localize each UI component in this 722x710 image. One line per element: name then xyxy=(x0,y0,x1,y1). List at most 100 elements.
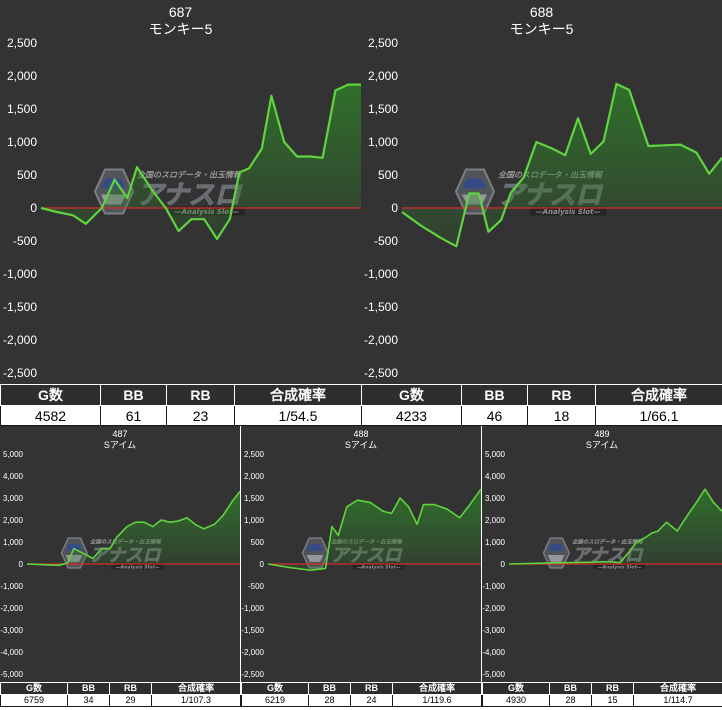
series-area xyxy=(509,489,722,564)
rb-header: RB xyxy=(350,682,393,695)
y-tick-label: -3,000 xyxy=(482,626,505,635)
y-tick-label: -2,000 xyxy=(364,333,398,347)
stats-table-687: G数 BB RB 合成確率 4582 61 23 1/54.5 xyxy=(0,384,362,426)
bb-header: BB xyxy=(549,682,592,695)
watermark-subtitle: —Analysis Slot— xyxy=(357,564,401,570)
bb-value: 28 xyxy=(549,694,592,707)
y-tick-label: 0 xyxy=(19,560,24,569)
watermark-subtitle: —Analysis Slot— xyxy=(598,564,642,570)
y-tick-label: -1,000 xyxy=(241,604,264,613)
y-tick-label: -2,000 xyxy=(482,604,505,613)
y-tick-label: -500 xyxy=(13,234,37,248)
stats-table-489: G数 BB RB 合成確率 4930 28 15 1/114.7 xyxy=(482,682,722,707)
bb-value: 28 xyxy=(308,694,351,707)
stats-table-487: G数 BB RB 合成確率 6759 34 29 1/107.3 xyxy=(0,682,241,707)
watermark-subtitle: —Analysis Slot— xyxy=(536,208,601,216)
y-tick-label: -1,000 xyxy=(0,582,23,591)
stats-header-row: G数 BB RB 合成確率 xyxy=(241,682,482,695)
series-line xyxy=(401,82,722,248)
y-tick-label: -2,000 xyxy=(241,648,264,657)
rb-header: RB xyxy=(527,384,596,406)
y-tick-label: -1,000 xyxy=(364,267,398,281)
bb-header: BB xyxy=(461,384,528,406)
y-tick-label: -1,500 xyxy=(364,300,398,314)
watermark-sub-band xyxy=(593,563,646,570)
chart-machine-name: モンキー5 xyxy=(149,21,213,37)
y-tick-label: 3,000 xyxy=(3,494,24,503)
y-tick-label: -5,000 xyxy=(0,670,23,679)
rb-header: RB xyxy=(109,682,152,695)
bb-header: BB xyxy=(308,682,351,695)
stats-header-row: G数 BB RB 合成確率 xyxy=(482,682,722,695)
y-tick-label: 2,500 xyxy=(368,36,398,50)
series-line xyxy=(508,488,722,565)
y-tick-label: 0 xyxy=(30,201,37,215)
watermark-emblem-blue xyxy=(65,544,83,551)
y-tick-label: 2,000 xyxy=(7,69,37,83)
watermark-tagline: 全国のスロデータ・出玉情報 xyxy=(137,170,243,180)
y-tick-label: -2,500 xyxy=(364,366,398,380)
stats-header-row: G数 BB RB 合成確率 xyxy=(0,682,241,695)
rb-value: 23 xyxy=(166,405,235,426)
chart-machine-name: Sアイム xyxy=(345,440,377,450)
chart-machine-name: Sアイム xyxy=(586,440,618,450)
y-tick-label: 1,000 xyxy=(485,538,506,547)
bb-value: 34 xyxy=(67,694,110,707)
chart-panel-487: 487 Sアイム 5,000 4,000 3,000 2,000 1,000 0 -1,000 -… xyxy=(0,426,241,710)
stats-value-row: 4582 61 23 1/54.5 xyxy=(0,405,362,426)
y-tick-label: 0 xyxy=(391,201,398,215)
rb-header: RB xyxy=(166,384,235,406)
y-tick-label: -500 xyxy=(248,582,265,591)
rb-value: 29 xyxy=(109,694,152,707)
stats-value-row: 4930 28 15 1/114.7 xyxy=(482,694,722,707)
watermark-emblem-blue xyxy=(462,178,487,189)
watermark-emblem-blue xyxy=(306,544,324,551)
y-tick-label: -1,000 xyxy=(3,267,37,281)
chart-number: 487 xyxy=(112,429,127,439)
stats-table-488: G数 BB RB 合成確率 6219 28 24 1/119.6 xyxy=(241,682,482,707)
y-tick-label: 1,500 xyxy=(244,494,265,503)
rate-header: 合成確率 xyxy=(234,384,362,406)
bb-header: BB xyxy=(67,682,110,695)
y-tick-label: -2,000 xyxy=(0,604,23,613)
watermark-emblem-white xyxy=(306,555,324,562)
stats-header-row: G数 BB RB 合成確率 xyxy=(0,384,362,406)
y-tick-label: -4,000 xyxy=(482,648,505,657)
y-tick-label: 500 xyxy=(378,168,398,182)
y-tick-label: 5,000 xyxy=(485,450,506,459)
games-header: G数 xyxy=(0,682,68,695)
rate-header: 合成確率 xyxy=(151,682,241,695)
y-tick-label: 4,000 xyxy=(485,472,506,481)
stats-header-row: G数 BB RB 合成確率 xyxy=(361,384,722,406)
chart-number: 488 xyxy=(353,429,368,439)
bb-value: 46 xyxy=(461,405,528,426)
watermark-emblem-white xyxy=(547,555,565,562)
y-tick-label: 1,000 xyxy=(368,135,398,149)
watermark-tagline: 全国のスロデータ・出玉情報 xyxy=(572,538,644,545)
y-tick-label: 1,000 xyxy=(244,516,265,525)
chart-machine-name: モンキー5 xyxy=(510,21,574,37)
y-tick-label: -3,000 xyxy=(0,626,23,635)
chart-number: 489 xyxy=(594,429,609,439)
y-tick-label: -2,000 xyxy=(3,333,37,347)
bb-value: 61 xyxy=(100,405,167,426)
series-area xyxy=(41,84,361,239)
series-area xyxy=(27,491,240,566)
games-value: 4582 xyxy=(0,405,101,426)
rb-value: 18 xyxy=(527,405,596,426)
y-tick-label: 2,000 xyxy=(244,472,265,481)
stats-value-row: 6759 34 29 1/107.3 xyxy=(0,694,241,707)
watermark-sub-band xyxy=(530,206,606,216)
watermark-sub-band xyxy=(111,563,164,570)
series-line xyxy=(267,488,481,571)
series-area xyxy=(402,83,722,247)
series-line xyxy=(26,490,240,567)
rate-value: 1/107.3 xyxy=(151,694,241,707)
rate-header: 合成確率 xyxy=(633,682,722,695)
rb-value: 24 xyxy=(350,694,393,707)
stats-value-row: 4233 46 18 1/66.1 xyxy=(361,405,722,426)
rate-header: 合成確率 xyxy=(595,384,722,406)
